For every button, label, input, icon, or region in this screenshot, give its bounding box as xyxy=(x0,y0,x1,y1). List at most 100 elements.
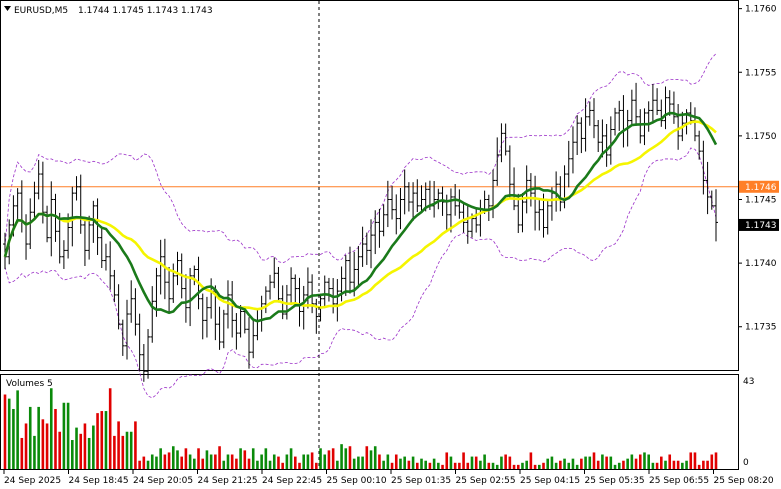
candle xyxy=(499,123,504,163)
candle xyxy=(533,175,538,231)
level-price-tag-text: 1.1746 xyxy=(745,183,777,193)
bollinger-bands xyxy=(4,53,717,399)
candle xyxy=(339,266,344,302)
candle xyxy=(82,218,87,267)
candle xyxy=(566,140,571,188)
candle xyxy=(112,269,117,303)
candle xyxy=(570,126,575,174)
candle xyxy=(289,267,294,306)
candle xyxy=(474,207,479,233)
time-tick-label: 25 Sep 06:55 xyxy=(649,476,709,486)
ohlc-readout: 1.1744 1.1745 1.1743 1.1743 xyxy=(78,6,213,16)
time-tick-label: 25 Sep 05:35 xyxy=(585,476,645,486)
candle xyxy=(251,318,256,359)
candle xyxy=(638,109,643,144)
candle xyxy=(617,100,622,131)
candle xyxy=(356,245,361,289)
level-price-tag: 1.1746 xyxy=(739,180,779,193)
candle xyxy=(326,277,331,302)
candle xyxy=(646,101,651,132)
candle xyxy=(146,329,151,379)
candle xyxy=(297,277,302,327)
candle xyxy=(91,200,96,243)
candle xyxy=(129,280,134,323)
candle xyxy=(99,226,104,268)
candle xyxy=(701,140,706,195)
candle xyxy=(192,265,197,286)
time-tick-label: 25 Sep 00:10 xyxy=(327,476,387,486)
candle xyxy=(604,124,609,167)
candle xyxy=(125,299,130,360)
price-tick-label: 1.1750 xyxy=(745,132,777,142)
candle xyxy=(634,82,639,126)
candle xyxy=(343,254,348,296)
candle xyxy=(465,204,470,244)
time-axis: 24 Sep 2025 24 Sep 18:45 24 Sep 20:05 24 Se… xyxy=(3,470,774,486)
candle xyxy=(225,280,230,329)
candle xyxy=(663,86,668,130)
candle xyxy=(268,274,273,300)
time-tick-label: 25 Sep 01:35 xyxy=(391,476,451,486)
candle xyxy=(87,215,92,260)
candle xyxy=(491,169,496,219)
candle xyxy=(247,317,252,369)
time-tick-label: 24 Sep 18:45 xyxy=(69,476,129,486)
candle xyxy=(642,108,647,146)
candle xyxy=(74,176,79,201)
time-tick-label: 25 Sep 04:15 xyxy=(520,476,580,486)
candle xyxy=(78,174,83,234)
candle xyxy=(600,119,605,158)
price-tags: 1.1746 1.1743 xyxy=(739,180,779,231)
candle xyxy=(183,274,188,323)
candle xyxy=(221,309,226,349)
candle xyxy=(360,226,365,267)
candle xyxy=(411,182,416,221)
candle xyxy=(461,203,466,233)
candle xyxy=(335,279,340,322)
candle xyxy=(61,240,66,269)
candle xyxy=(579,117,584,154)
candle xyxy=(613,107,618,136)
candle xyxy=(503,123,508,156)
candle xyxy=(103,243,108,271)
candle xyxy=(234,313,239,350)
candle xyxy=(276,266,281,303)
candle xyxy=(373,210,378,255)
candle xyxy=(158,239,163,295)
candle xyxy=(583,98,588,152)
candle xyxy=(688,102,693,125)
candle xyxy=(133,288,138,336)
candle xyxy=(705,161,710,215)
candle xyxy=(486,194,491,221)
candle xyxy=(369,219,374,269)
candle xyxy=(385,180,390,228)
candle xyxy=(272,257,277,289)
candle xyxy=(457,189,462,219)
price-axis: 1.1760 1.1755 1.1750 1.1745 1.1740 1.1735 xyxy=(738,5,777,333)
candle xyxy=(629,89,634,126)
candle xyxy=(495,137,500,186)
bollinger-upper xyxy=(4,53,717,264)
candle xyxy=(697,130,702,160)
candle xyxy=(596,119,601,153)
dropdown-triangle-icon[interactable] xyxy=(4,6,11,11)
sma-fast-line xyxy=(3,111,718,323)
price-tick-label: 1.1760 xyxy=(745,5,777,15)
candle xyxy=(676,104,681,150)
time-tick-label: 25 Sep 08:20 xyxy=(714,476,774,486)
volume-max-label: 43 xyxy=(743,377,754,387)
candle xyxy=(314,298,319,334)
time-tick-label: 24 Sep 2025 xyxy=(4,476,61,486)
candle xyxy=(293,274,298,304)
candle xyxy=(575,115,580,155)
candle xyxy=(120,319,125,356)
time-tick-label: 25 Sep 02:55 xyxy=(456,476,516,486)
price-tick-label: 1.1755 xyxy=(745,68,777,78)
current-price-tag: 1.1743 xyxy=(739,218,779,231)
time-tick-label: 24 Sep 20:05 xyxy=(133,476,193,486)
candle xyxy=(175,251,180,286)
candle xyxy=(116,284,121,330)
candle xyxy=(36,159,41,200)
candle xyxy=(415,179,420,213)
candle xyxy=(167,266,172,313)
